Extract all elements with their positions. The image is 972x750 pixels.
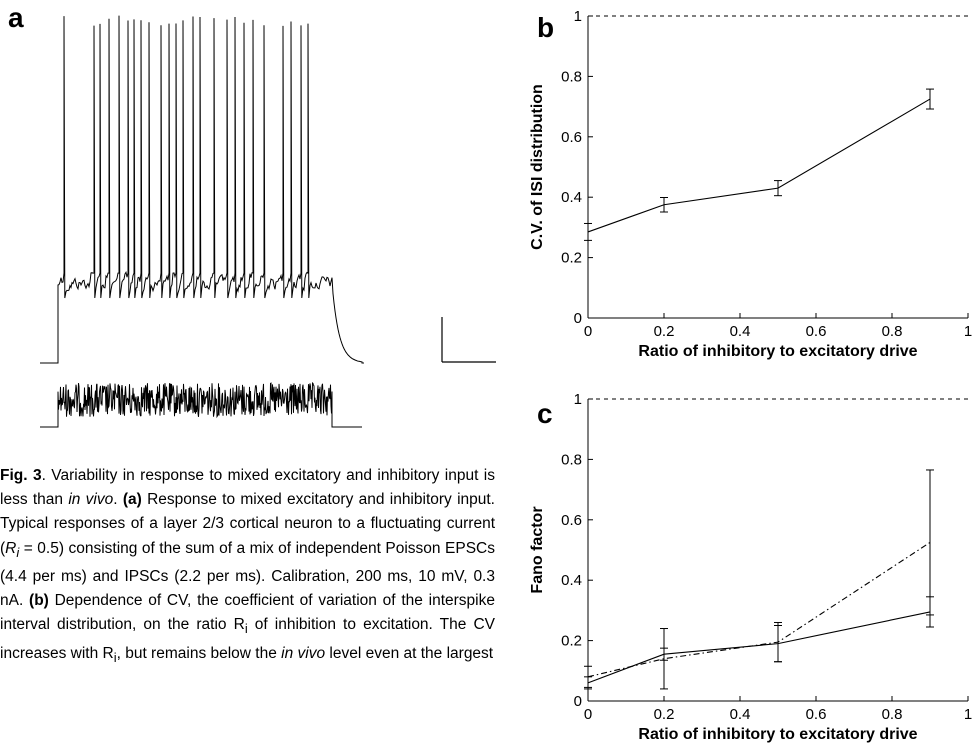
caption-part-b-text-3: , but remains below the — [116, 644, 282, 662]
x-tick-label: 0.8 — [882, 706, 903, 723]
x-tick-label: 1 — [964, 706, 972, 723]
series-0 — [584, 596, 934, 690]
calibration-bar — [441, 317, 496, 363]
x-tick-label: 0.4 — [730, 706, 751, 723]
y-tick-label: 0.2 — [561, 633, 582, 650]
error-bar — [660, 628, 668, 690]
error-bar — [926, 88, 934, 110]
x-tick-label: 0.8 — [882, 323, 903, 340]
caption-part-a-text-2: = 0.5) consisting of the sum of a mix of… — [0, 539, 495, 610]
series-line — [587, 611, 931, 684]
series-0 — [584, 88, 934, 241]
chart-b: 0 0.2 0.4 0.6 0.8 1 0 0.2 0.4 0.6 0.8 1 Ratio of inh… — [529, 8, 972, 360]
x-axis-title: Ratio of inhibitory to excitatory drive — [638, 343, 917, 360]
caption-ri-sub-3: i — [113, 649, 117, 665]
y-tick-label: 0.4 — [561, 572, 582, 589]
panel-letter-a: a — [8, 2, 24, 33]
x-tick-label: 1 — [964, 323, 972, 340]
error-bar — [660, 197, 668, 213]
y-tick-label: 0 — [574, 693, 582, 710]
y-axis-title: C.V. of ISI distribution — [529, 84, 546, 250]
caption-in-vivo-2: in vivo — [281, 644, 326, 662]
caption-ri-sub-2: i — [244, 621, 248, 637]
current-trace — [40, 381, 362, 428]
caption-part-b-text-1: Dependence of CV, the coefficient of var… — [0, 592, 495, 634]
error-bar — [774, 180, 782, 197]
caption-part-b-text-4: level even at the largest — [325, 644, 494, 662]
x-tick-label: 0.6 — [806, 323, 827, 340]
series-line — [587, 541, 931, 678]
error-bar — [584, 222, 592, 241]
series-line — [587, 98, 931, 233]
y-tick-label: 1 — [574, 8, 582, 25]
y-tick-label: 0.2 — [561, 250, 582, 267]
caption-part-a-label: (a) — [122, 491, 142, 509]
voltage-trace — [40, 15, 364, 364]
y-tick-label: 1 — [574, 391, 582, 408]
y-axis-title: Fano factor — [529, 506, 546, 593]
caption-part-b-label: (b) — [29, 592, 49, 610]
x-tick-label: 0 — [584, 323, 592, 340]
x-tick-label: 0 — [584, 706, 592, 723]
caption-ri-symbol: R — [5, 539, 17, 557]
x-axis-title: Ratio of inhibitory to excitatory drive — [638, 726, 917, 743]
x-tick-label: 0.2 — [654, 323, 675, 340]
figure-caption: Fig. 3. Variability in response to mixed… — [0, 467, 495, 665]
error-bar — [926, 469, 934, 616]
y-tick-label: 0.8 — [561, 451, 582, 468]
panel-a-traces — [40, 15, 496, 428]
chart-c: 0 0.2 0.4 0.6 0.8 1 0 0.2 0.4 0.6 0.8 1 Ratio of inh… — [529, 391, 972, 743]
series-1 — [584, 469, 934, 690]
error-bar — [774, 621, 782, 663]
x-tick-label: 0.4 — [730, 323, 751, 340]
y-tick-label: 0.6 — [561, 129, 582, 146]
y-tick-label: 0 — [574, 310, 582, 327]
x-tick-label: 0.6 — [806, 706, 827, 723]
y-tick-label: 0.4 — [561, 189, 582, 206]
panel-letter-b: b — [537, 12, 555, 43]
x-tick-label: 0.2 — [654, 706, 675, 723]
caption-ri-sub: i — [16, 544, 20, 560]
caption-part-a-text-1: Response to mixed excitatory and inhibit… — [0, 491, 495, 557]
caption-in-vivo: in vivo — [68, 491, 114, 509]
panel-letter-c: c — [537, 398, 553, 429]
y-tick-label: 0.6 — [561, 512, 582, 529]
caption-part-b-text-2: of inhibition to excitation. The CV incr… — [0, 616, 495, 662]
caption-fig-label: Fig. 3 — [0, 467, 42, 484]
caption-sentence: . Variability in response to mixed excit… — [0, 467, 495, 509]
error-bar — [584, 665, 592, 688]
y-tick-label: 0.8 — [561, 68, 582, 85]
